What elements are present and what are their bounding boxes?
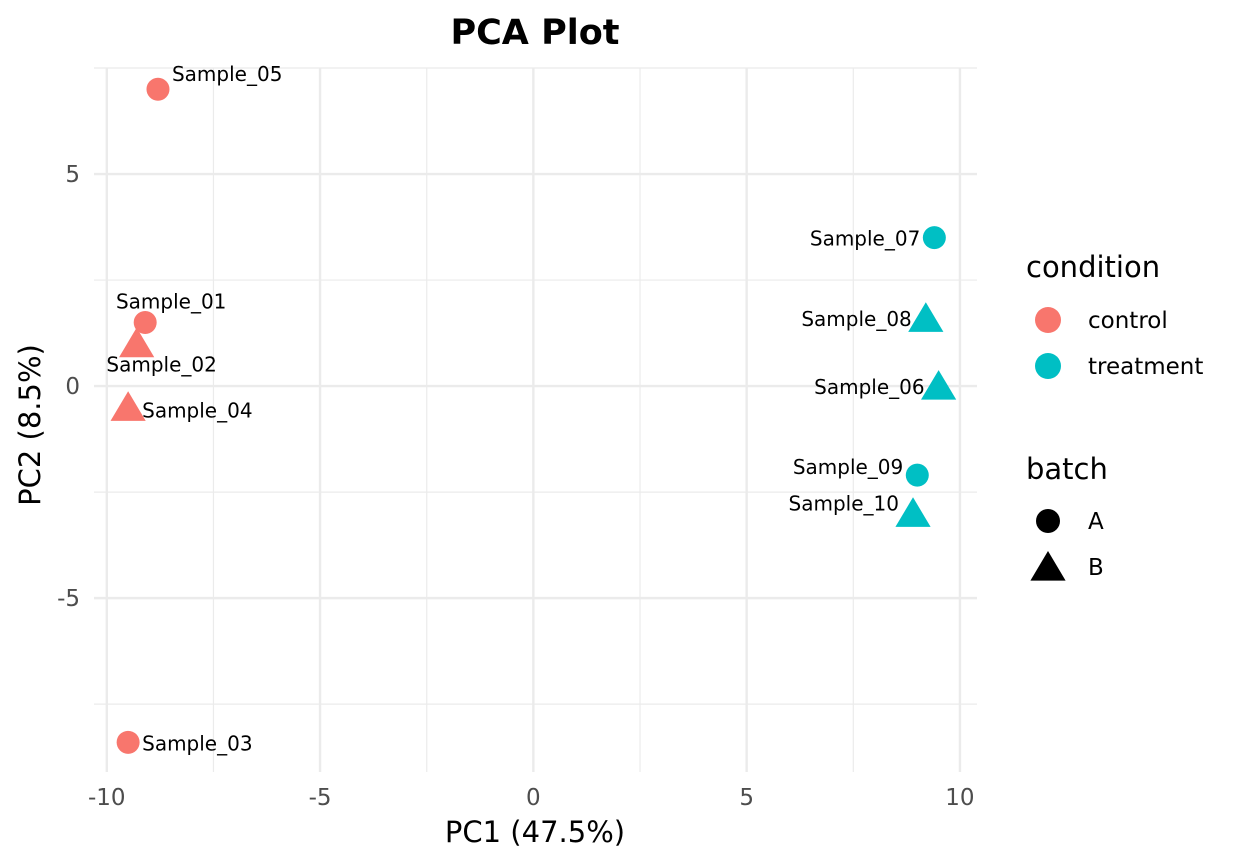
data-point-sample-09 bbox=[905, 463, 929, 487]
data-label: Sample_03 bbox=[142, 731, 252, 755]
y-tick-label: 5 bbox=[65, 162, 80, 188]
x-axis-title: PC1 (47.5%) bbox=[445, 815, 625, 849]
x-tick-label: 5 bbox=[739, 785, 754, 811]
data-point-sample-05 bbox=[146, 77, 170, 101]
data-label: Sample_08 bbox=[801, 307, 911, 331]
data-label: Sample_02 bbox=[106, 353, 216, 377]
data-label: Sample_09 bbox=[793, 455, 903, 479]
legend-key-batch-B bbox=[1030, 551, 1066, 581]
x-tick-label: -10 bbox=[88, 785, 126, 811]
legend-condition-title: condition bbox=[1026, 250, 1160, 284]
data-point-sample-03 bbox=[116, 730, 140, 754]
data-point-sample-02 bbox=[119, 327, 155, 358]
legend-key-batch-A bbox=[1036, 509, 1060, 533]
data-label: Sample_04 bbox=[142, 398, 252, 422]
data-point-sample-04 bbox=[110, 391, 146, 421]
y-axis-title: PC2 (8.5%) bbox=[13, 344, 47, 506]
data-point-sample-10 bbox=[895, 497, 931, 527]
data-label: Sample_10 bbox=[789, 491, 899, 515]
legend-key-control bbox=[1035, 307, 1061, 333]
axes-layer: -10 -5 0 5 10 -5 0 5 bbox=[57, 162, 975, 811]
data-label: Sample_07 bbox=[810, 227, 920, 251]
legend-label-batch-A: A bbox=[1088, 509, 1104, 535]
data-point-sample-01 bbox=[133, 310, 157, 334]
legend-key-treatment bbox=[1035, 353, 1061, 379]
y-tick-label: -5 bbox=[57, 586, 80, 612]
data-label: Sample_06 bbox=[814, 375, 924, 399]
data-label: Sample_05 bbox=[172, 62, 282, 86]
points-layer bbox=[110, 77, 957, 754]
legend: condition batch control treatment AB bbox=[1026, 250, 1203, 581]
legend-label-control: control bbox=[1088, 308, 1168, 334]
data-point-sample-06 bbox=[921, 370, 957, 400]
data-label: Sample_01 bbox=[116, 289, 226, 313]
legend-batch-title: batch bbox=[1026, 452, 1108, 486]
data-point-sample-08 bbox=[908, 302, 944, 332]
grid-layer bbox=[94, 67, 977, 772]
legend-items: control treatment AB bbox=[1030, 307, 1203, 581]
x-tick-label: 10 bbox=[945, 785, 974, 811]
legend-label-treatment: treatment bbox=[1088, 354, 1203, 380]
y-tick-label: 0 bbox=[65, 374, 80, 400]
data-point-sample-07 bbox=[922, 226, 946, 250]
x-tick-label: -5 bbox=[309, 785, 332, 811]
legend-label-batch-B: B bbox=[1088, 555, 1104, 581]
point-labels-layer: Sample_01 Sample_02 Sample_03 Sample_04 Samp… bbox=[106, 62, 924, 755]
x-tick-label: 0 bbox=[526, 785, 541, 811]
chart-title: PCA Plot bbox=[450, 13, 619, 53]
